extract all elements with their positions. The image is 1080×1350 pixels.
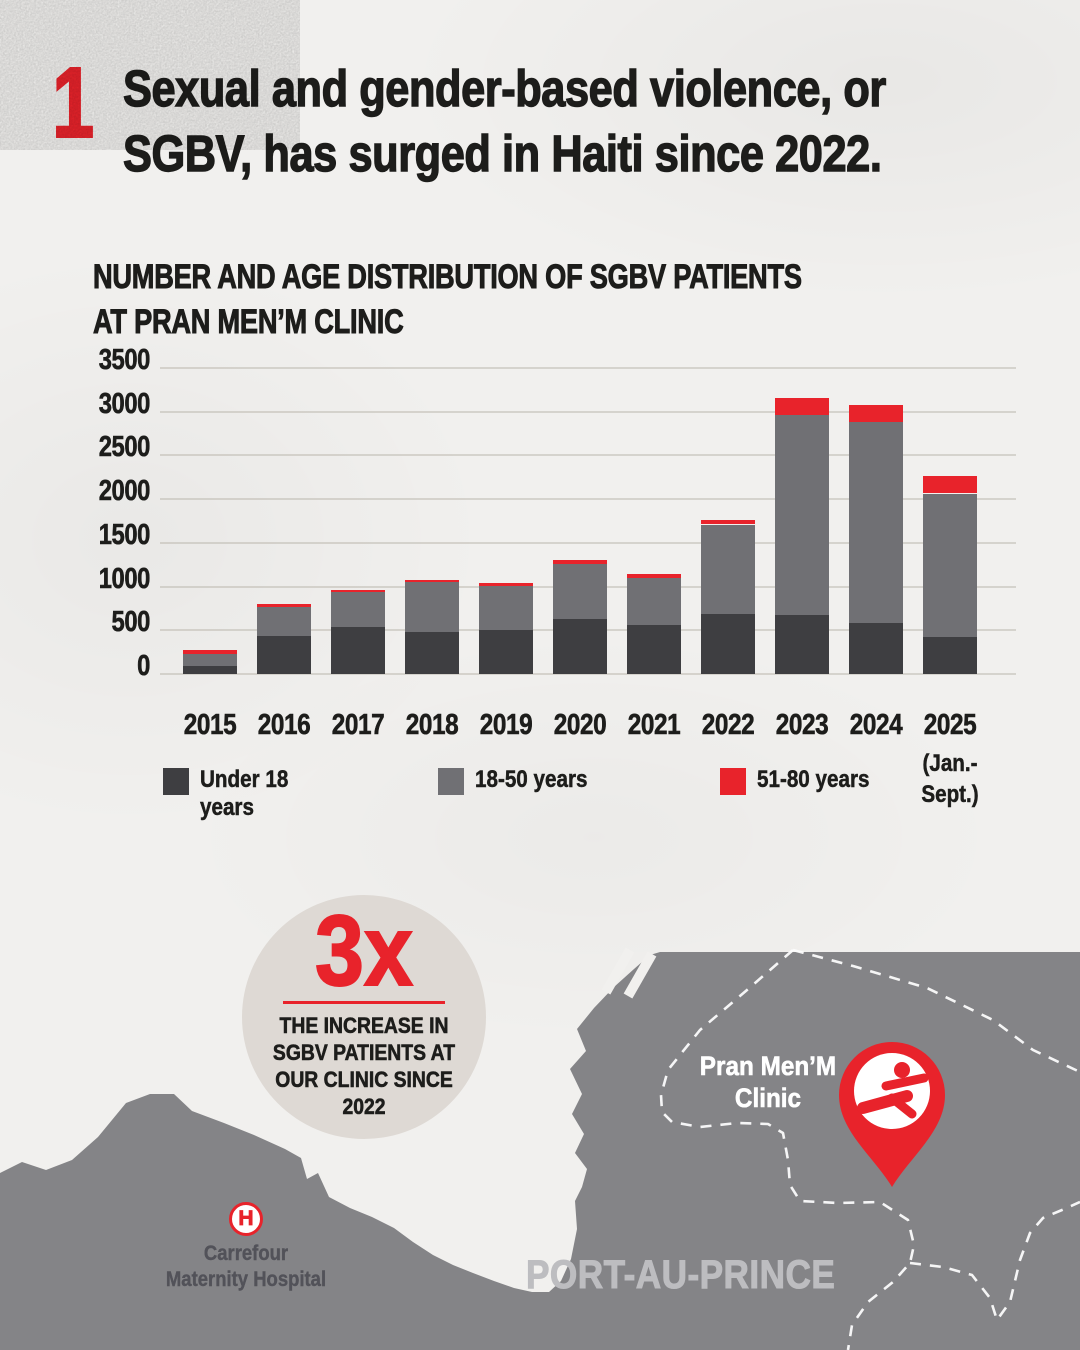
coast-slash-marks	[601, 947, 657, 999]
highlight-caption-line-3: OUR CLINIC SINCE	[275, 1067, 453, 1093]
bar-2022-18-50-years	[701, 524, 755, 615]
gridline-1500	[160, 541, 1016, 544]
bar-2023-51-80-years	[775, 398, 829, 416]
legend-label-3: 51-80 years	[757, 766, 870, 794]
bar-2025-51-80-years	[923, 475, 977, 494]
highlight-value: 3x	[314, 895, 414, 1007]
msf-logo-icon	[857, 1062, 929, 1119]
gridline-3000	[160, 410, 1016, 413]
bar-2024-51-80-years	[849, 404, 903, 422]
chart-title: NUMBER AND AGE DISTRIBUTION OF SGBV PATI…	[93, 255, 979, 345]
chart-title-line-2: AT PRAN MEN’M CLINIC	[93, 303, 405, 342]
gridline-2000	[160, 498, 1016, 501]
bar-2017-under-18-years	[331, 627, 385, 674]
hospital-icon-letter: H	[238, 1207, 254, 1231]
district-border-west	[659, 949, 916, 1350]
highlight-caption-line-4: 2022	[342, 1094, 386, 1120]
x-axis-year-2019: 2019	[479, 709, 533, 741]
pin-inner-circle	[854, 1053, 930, 1129]
y-axis-tick-2500: 2500	[98, 431, 150, 464]
bar-2024-18-50-years	[849, 421, 903, 624]
bar-2017-18-50-years	[331, 592, 385, 628]
x-axis-year-2022: 2022	[701, 709, 755, 741]
bar-2020-under-18-years	[553, 619, 607, 674]
bar-2020-51-80-years	[553, 559, 607, 565]
gridline-0	[160, 673, 1016, 675]
legend-swatch-2	[438, 768, 464, 795]
legend-swatch-1	[163, 768, 189, 795]
y-axis-tick-500: 500	[111, 606, 150, 639]
x-axis-year-2025: 2025	[923, 709, 977, 741]
region-label: PORT-AU-PRINCE	[508, 1253, 836, 1297]
x-axis-year-2021: 2021	[627, 709, 681, 741]
hospital-label: Carrefour Maternity Hospital	[146, 1241, 346, 1293]
x-axis-year-2016: 2016	[257, 709, 311, 741]
bar-2016-18-50-years	[257, 607, 311, 636]
gridline-2500	[160, 454, 1016, 457]
hospital-icon: H	[229, 1202, 263, 1236]
bar-2019-under-18-years	[479, 630, 533, 674]
clinic-pin	[839, 1042, 945, 1187]
highlight-circle: 3x THE INCREASE IN SGBV PATIENTS AT OUR …	[242, 895, 486, 1139]
legend-label-2: 18-50 years	[475, 766, 588, 794]
y-axis-tick-1500: 1500	[98, 518, 150, 551]
x-axis-year-2024: 2024	[849, 709, 903, 741]
bar-2015-51-80-years	[183, 650, 237, 654]
x-axis-year-2018: 2018	[405, 709, 459, 741]
bar-2021-51-80-years	[627, 574, 681, 578]
bar-2018-51-80-years	[405, 579, 459, 583]
bar-2025-under-18-years	[923, 637, 977, 674]
clinic-label-line-2: Clinic	[734, 1083, 802, 1114]
bar-2016-under-18-years	[257, 636, 311, 674]
bar-2015-under-18-years	[183, 666, 237, 674]
region-label-text: PORT-AU-PRINCE	[526, 1253, 836, 1297]
highlight-caption-line-2: SGBV PATIENTS AT	[272, 1040, 456, 1066]
y-axis-tick-0: 0	[137, 650, 151, 682]
bar-2025-18-50-years	[923, 493, 977, 638]
y-axis-tick-3000: 3000	[98, 387, 150, 420]
district-borders	[659, 948, 1080, 1350]
bar-2018-18-50-years	[405, 582, 459, 632]
y-axis-tick-2000: 2000	[98, 475, 150, 508]
hospital-label-line-1: Carrefour	[203, 1242, 289, 1265]
divider-line	[283, 1001, 445, 1004]
y-axis-tick-1000: 1000	[98, 562, 150, 595]
bar-2023-18-50-years	[775, 415, 829, 616]
bar-2022-51-80-years	[701, 520, 755, 525]
bar-2022-under-18-years	[701, 614, 755, 674]
hospital-label-line-2: Maternity Hospital	[165, 1268, 327, 1291]
x-axis-year-2015: 2015	[183, 709, 237, 741]
gridline-3500	[160, 367, 1016, 369]
x-axis-note-2025: (Jan.- Sept.)	[921, 750, 979, 809]
legend-swatch-3	[720, 768, 746, 795]
bar-2016-51-80-years	[257, 603, 311, 608]
bar-2023-under-18-years	[775, 615, 829, 674]
port-au-prince-map	[0, 947, 1080, 1350]
chart-title-line-1: NUMBER AND AGE DISTRIBUTION OF SGBV PATI…	[93, 258, 803, 297]
bar-2019-18-50-years	[479, 585, 533, 631]
x-axis-year-2023: 2023	[775, 709, 829, 741]
bar-2017-51-80-years	[331, 589, 385, 593]
clinic-label: Pran Men’M Clinic	[688, 1050, 848, 1114]
bar-2020-18-50-years	[553, 564, 607, 620]
bar-2024-under-18-years	[849, 623, 903, 674]
highlight-caption-line-1: THE INCREASE IN	[279, 1013, 449, 1039]
landmass-shape	[0, 952, 1080, 1350]
bar-2018-under-18-years	[405, 632, 459, 674]
y-axis-tick-3500: 3500	[98, 344, 150, 376]
clinic-label-line-1: Pran Men’M	[699, 1051, 837, 1082]
bar-2021-18-50-years	[627, 577, 681, 625]
bar-2021-under-18-years	[627, 625, 681, 674]
x-axis-year-2017: 2017	[331, 709, 385, 741]
x-axis-year-2020: 2020	[553, 709, 607, 741]
bar-2019-51-80-years	[479, 583, 533, 586]
legend-label-1: Under 18 years	[200, 766, 289, 822]
bar-2015-18-50-years	[183, 653, 237, 667]
